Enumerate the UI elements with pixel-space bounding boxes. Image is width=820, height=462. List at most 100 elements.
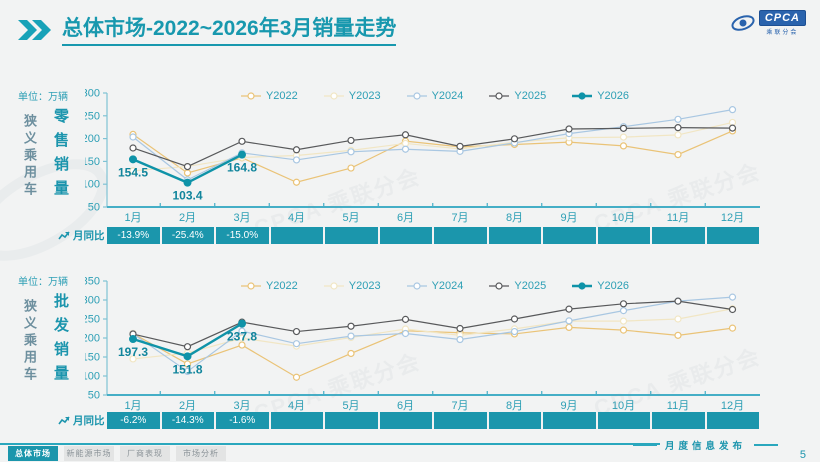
data-point-y2023 [129,167,137,175]
data-point-y2025 [456,142,464,150]
tab-厂商表现[interactable]: 厂商表现 [120,446,170,461]
x-tick-label: 5月 [342,212,359,224]
data-point-y2023 [674,131,682,139]
x-tick-label: 3月 [233,400,250,412]
data-label-y2026: 197.3 [118,345,148,359]
tab-总体市场[interactable]: 总体市场 [8,446,58,461]
tab-市场分析[interactable]: 市场分析 [176,446,226,461]
chevron-icon [18,20,51,40]
data-point-y2023 [129,355,137,363]
yoy-cell-2月: -14.3% [161,412,214,429]
data-point-y2024 [510,327,519,336]
y-tick-label: 300 [85,295,100,307]
x-tick-label: 2月 [179,212,196,224]
retail-unit-label: 单位：万辆 [18,92,68,103]
x-tick-label: 9月 [560,400,577,412]
cpca-logo-text: CPCA [758,10,806,26]
yoy-cell-3月: -1.6% [216,412,269,429]
page-title: 总体市场-2022~2026年3月销量走势 [62,16,397,47]
y-tick-label: 150 [85,352,100,364]
series-line-y2024 [132,109,733,181]
y-tick-label: 250 [85,314,100,326]
tab-新能源市场[interactable]: 新能源市场 [64,446,114,461]
y-tick-label: 150 [85,156,100,168]
series-line-y2023 [132,308,733,360]
publication-label: 月度信息发布 [632,438,778,452]
data-point-y2022 [292,373,301,381]
data-point-y2024 [183,367,192,376]
cpca-logo-subtitle: 乘联分会 [766,30,799,36]
wholesale-yoy-label: 月同比 [58,413,105,428]
data-label-y2026: 164.8 [227,161,257,175]
data-point-y2023 [238,334,246,342]
yoy-cell-6月 [379,227,432,244]
x-tick-label: 1月 [124,400,141,412]
data-point-y2022 [565,323,573,331]
retail-line-chart: 300 250 200 150 100 50 1月 2月 3月 4月 5月 6月 7月 8月 9月 10月 11… [85,88,760,224]
data-point-y2023 [401,139,410,148]
yoy-cell-11月 [652,412,705,429]
data-point-y2022 [674,151,682,159]
yoy-cell-7月 [434,412,487,429]
x-tick-label: 2月 [179,400,196,412]
yoy-cell-5月 [325,227,378,244]
y-tick-label: 300 [85,88,100,100]
data-point-y2025 [183,343,192,351]
yoy-cell-10月 [597,227,650,244]
data-point-y2024 [238,327,246,335]
retail-yoy-row: 月同比 -13.9% -25.4% -15.0% [0,227,820,244]
x-tick-label: 4月 [288,400,305,412]
retail-chart-section: 单位：万辆狭义乘用车零售销量Y2022Y2023Y2024Y2025Y20263… [0,80,820,258]
data-point-y2022 [183,360,192,368]
data-point-y2024 [674,115,682,123]
data-point-y2023 [674,315,682,323]
yoy-cell-5月 [325,412,378,429]
data-point-y2022 [728,324,737,332]
wholesale-group-label: 狭义乘用车 [22,299,37,384]
x-tick-label: 1月 [124,212,141,224]
data-point-y2022 [619,142,628,150]
data-point-y2022 [238,341,246,349]
data-point-y2023 [619,317,628,325]
yoy-cell-3月: -15.0% [216,227,269,244]
yoy-label-text: 月同比 [73,415,105,427]
data-point-y2024 [728,106,737,114]
data-point-y2022 [292,178,301,186]
data-point-y2024 [401,329,410,338]
yoy-cell-9月 [543,227,596,244]
yoy-cell-1月: -6.2% [107,412,160,429]
data-point-y2025 [619,300,628,308]
y-tick-label: 200 [85,133,100,145]
series-line-y2024 [132,296,733,373]
data-point-y2025 [674,297,682,305]
data-point-y2025 [510,135,519,143]
data-point-y2025 [347,322,355,330]
y-tick-label: 50 [88,202,100,214]
retail-yoy-cells: -13.9% -25.4% -15.0% [107,227,759,244]
y-tick-label: 100 [85,179,100,191]
data-point-y2024 [565,317,573,325]
x-tick-label: 6月 [397,400,414,412]
data-point-y2025 [728,124,737,132]
yoy-cell-8月 [488,412,541,429]
footer-divider [0,443,660,445]
data-point-y2024 [292,340,301,348]
page-number: 5 [799,449,806,461]
data-point-y2025 [238,137,246,145]
trend-icon [58,231,70,240]
data-point-y2023 [619,133,628,141]
x-tick-label: 6月 [397,212,414,224]
data-point-y2024 [456,335,464,344]
retail-metric-label: 零售销量 [52,108,69,204]
publication-text: 月度信息发布 [664,441,746,452]
x-tick-label: 4月 [288,212,305,224]
x-tick-label: 8月 [506,212,523,224]
page-title-rest: -2022~2026年3月销量走势 [146,17,397,40]
wholesale-metric-label: 批发销量 [52,293,69,389]
wholesale-chart-section: 单位：万辆狭义乘用车批发销量Y2022Y2023Y2024Y2025Y20263… [0,265,820,443]
yoy-cell-12月 [706,227,759,244]
y-tick-label: 250 [85,110,100,122]
x-tick-label: 10月 [612,400,635,412]
yoy-cell-7月 [434,227,487,244]
data-point-y2025 [456,324,464,333]
